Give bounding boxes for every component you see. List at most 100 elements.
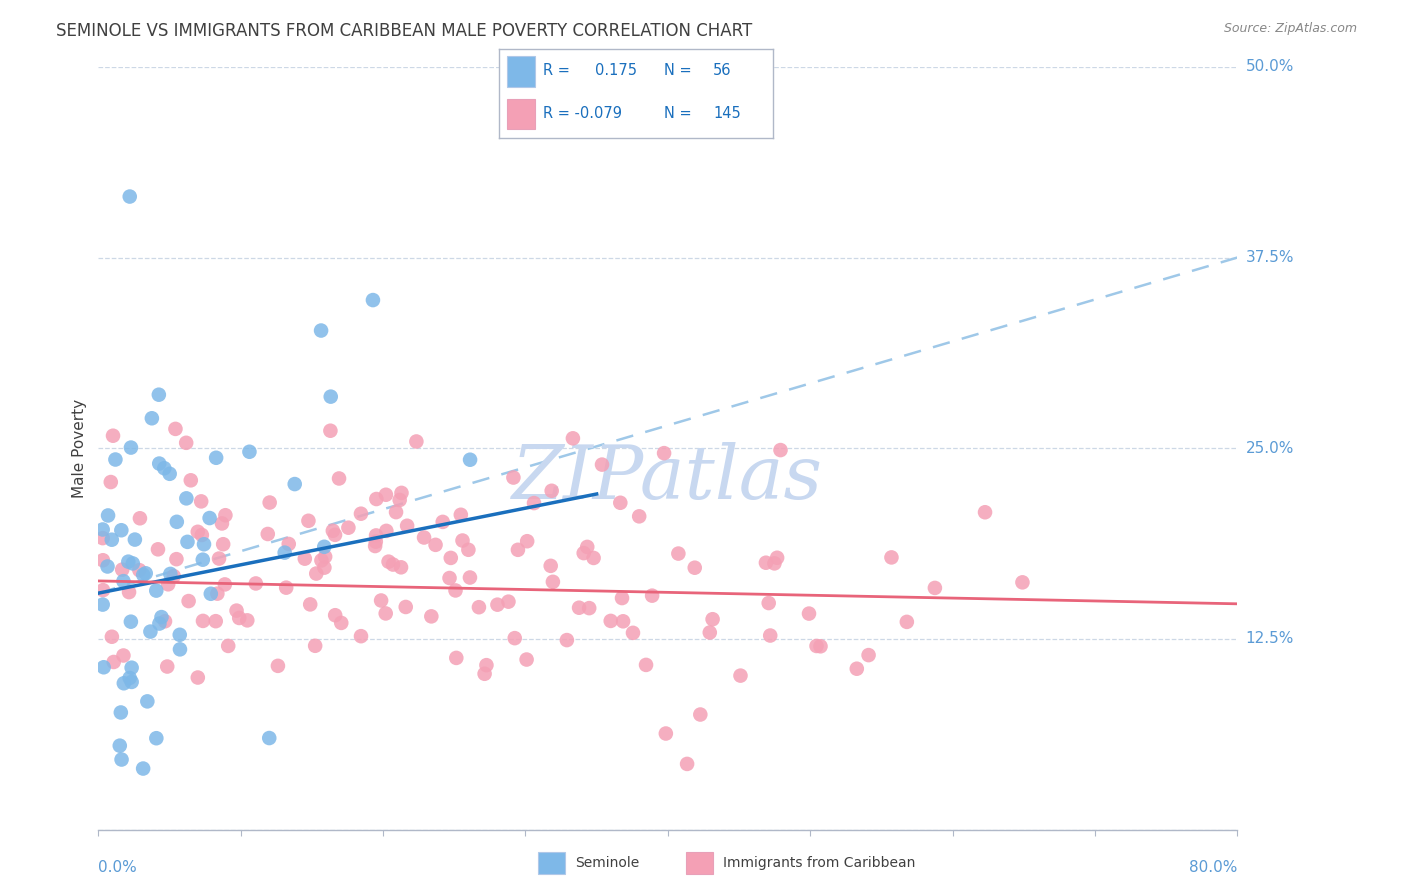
Point (190, 494, 212, 508)
Point (228, 611, 250, 625)
Point (176, 491, 198, 506)
Point (110, 523, 132, 537)
Text: 145: 145 (713, 106, 741, 120)
Point (391, 486, 413, 500)
Text: 25.0%: 25.0% (1246, 441, 1294, 456)
Point (599, 614, 621, 628)
Point (135, 566, 157, 581)
Point (612, 615, 634, 629)
Point (93, 660, 115, 674)
Point (797, 607, 820, 621)
Point (555, 633, 578, 648)
Point (110, 706, 132, 720)
Bar (508, 99, 534, 129)
Point (267, 658, 290, 673)
Point (159, 566, 181, 581)
Point (139, 624, 162, 639)
Point (1011, 575, 1033, 590)
Point (214, 577, 236, 591)
Point (100, 475, 122, 489)
Point (451, 533, 474, 548)
Point (502, 470, 524, 484)
Point (153, 461, 176, 475)
Point (259, 731, 281, 745)
Point (730, 668, 752, 682)
Point (446, 651, 468, 665)
Point (457, 542, 479, 557)
Point (245, 576, 267, 591)
Point (91, 598, 114, 612)
Point (382, 558, 405, 572)
Point (217, 639, 239, 653)
Point (305, 566, 328, 581)
Point (350, 629, 373, 643)
Point (591, 458, 613, 472)
Point (145, 731, 167, 746)
Point (132, 762, 155, 776)
Text: 80.0%: 80.0% (1189, 860, 1237, 875)
Point (350, 507, 373, 521)
Bar (537, 852, 565, 874)
Point (136, 694, 159, 708)
Text: Seminole: Seminole (575, 856, 638, 870)
Point (104, 452, 127, 467)
Point (628, 509, 651, 524)
Point (121, 674, 143, 689)
Point (444, 583, 467, 598)
Point (974, 505, 997, 519)
Point (198, 511, 221, 525)
Point (187, 671, 209, 685)
Point (924, 581, 946, 595)
Point (191, 614, 214, 628)
Point (845, 662, 868, 676)
Point (364, 534, 387, 549)
Point (176, 534, 198, 549)
Text: R = -0.079: R = -0.079 (543, 106, 621, 120)
Text: N =: N = (664, 63, 692, 78)
Point (124, 533, 146, 547)
Point (523, 496, 546, 510)
Point (486, 598, 509, 612)
Point (388, 493, 411, 508)
Point (314, 549, 336, 564)
Point (540, 558, 562, 573)
Bar (508, 56, 534, 87)
Point (375, 524, 398, 538)
Point (374, 488, 396, 502)
Point (420, 609, 443, 624)
Point (96, 559, 118, 574)
Point (117, 555, 139, 569)
Point (187, 524, 209, 539)
Point (211, 516, 233, 531)
Point (374, 607, 396, 621)
Point (689, 707, 711, 722)
Point (337, 521, 360, 535)
Point (193, 537, 215, 551)
Point (652, 446, 675, 460)
Point (165, 422, 187, 436)
Point (432, 515, 454, 529)
Point (297, 514, 319, 528)
Point (766, 550, 789, 565)
Point (561, 431, 583, 445)
Point (458, 570, 481, 584)
Point (763, 557, 786, 571)
Text: R =: R = (543, 63, 569, 78)
Point (118, 189, 141, 203)
Point (180, 473, 202, 487)
Point (141, 411, 163, 425)
Text: 0.175: 0.175 (595, 63, 637, 78)
Point (148, 387, 170, 401)
Point (299, 598, 322, 612)
Point (191, 528, 214, 542)
Point (101, 428, 124, 442)
Point (323, 528, 346, 542)
Point (236, 613, 259, 627)
Point (610, 591, 633, 605)
Point (676, 756, 699, 771)
Point (156, 659, 179, 673)
Point (120, 615, 142, 629)
Point (121, 557, 143, 571)
Point (128, 563, 150, 577)
Point (132, 567, 155, 582)
